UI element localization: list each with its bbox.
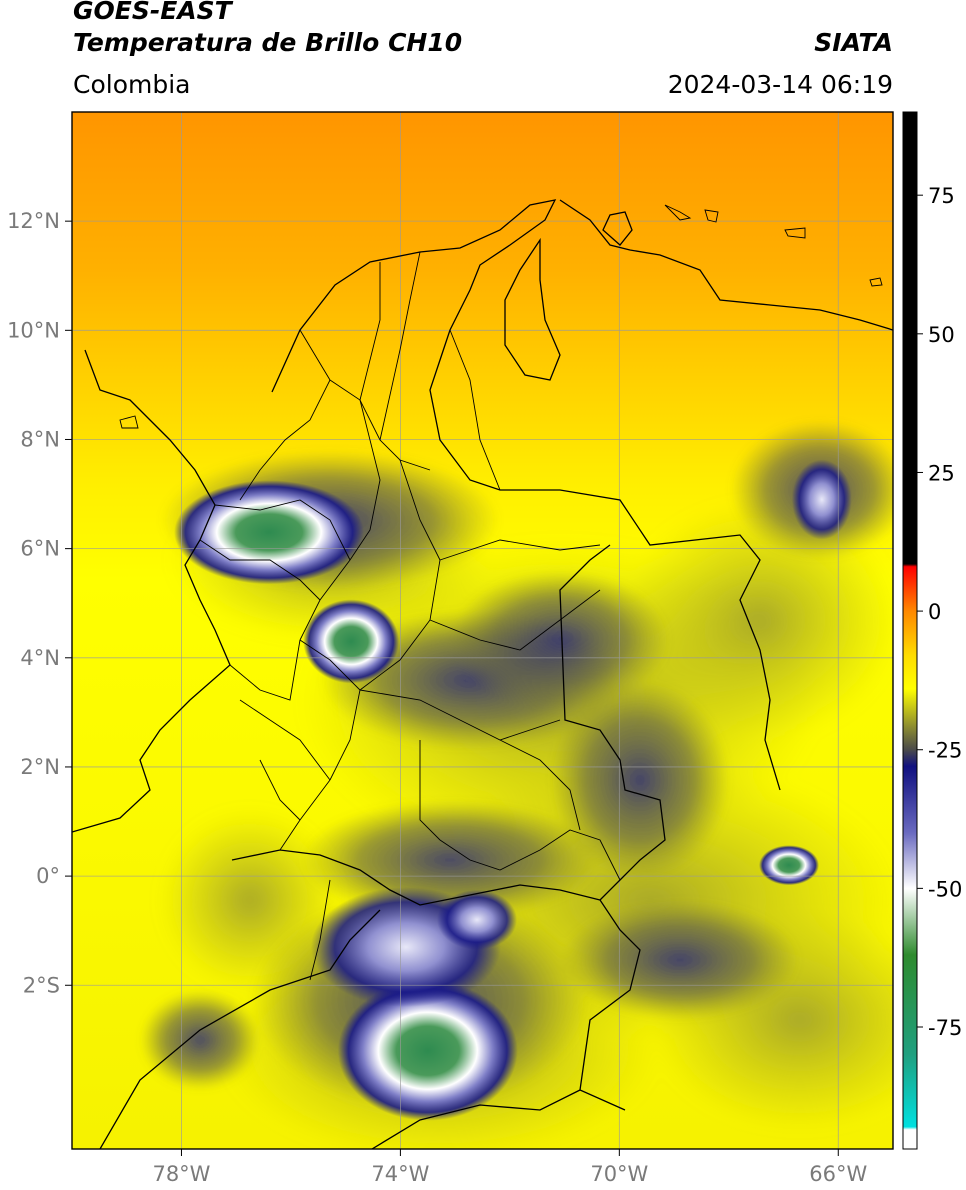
colorbar-tick-label: 0 [928,600,941,624]
colorbar: 75 50 25 0 -25 -50 -75 [902,111,962,1150]
lat-tick-label: 0° [36,864,60,888]
department-boundaries [199,251,621,981]
cold-cloud-clusters [174,459,852,1121]
satellite-image [72,112,893,1149]
lon-tick-label: 78°W [152,1162,210,1186]
cloud-cluster-putumayo [437,889,518,950]
cloud-cluster-antioquia-west [174,480,365,585]
region-label: Colombia [73,70,191,99]
lat-tick-label: 10°N [7,318,60,342]
lat-tick-label: 12°N [7,209,60,233]
colorbar-ticks: 75 50 25 0 -25 -50 -75 [917,184,962,1040]
title-line-2: Temperatura de Brillo CH10 [73,28,463,57]
gridlines [72,112,893,1149]
lat-tick-label: 6°N [20,537,60,561]
cloud-cluster-venezuela [791,459,852,540]
island-coastlines [119,204,883,429]
lat-tick-label: 2°S [23,973,60,997]
colorbar-tick-label: -75 [928,1016,962,1040]
country-boundaries [72,199,893,1149]
map-frame [71,111,894,1150]
colorbar-tick-label: 50 [928,323,955,347]
title-line-1: GOES-EAST [73,0,232,25]
cloud-cluster-amazon-south [337,980,518,1121]
colorbar-tick-label: -50 [928,877,962,901]
colorbar-frame [902,111,918,1150]
colorbar-tick-label: 75 [928,184,955,208]
lat-tick-label: 2°N [20,755,60,779]
colorbar-tick-label: 25 [928,461,955,485]
colorbar-tick-label: -25 [928,739,962,763]
lon-tick-label: 66°W [809,1162,867,1186]
cloud-cluster-central-andes [303,599,400,684]
lon-tick-label: 74°W [371,1162,429,1186]
lat-tick-label: 4°N [20,646,60,670]
brand-label: SIATA [814,28,893,57]
colorbar-gradient [903,112,917,1149]
cloud-cluster-east-border [759,845,820,886]
longitude-axis: 78°W 74°W 70°W 66°W [152,1149,867,1186]
timestamp-label: 2024-03-14 06:19 [667,70,893,99]
lat-tick-label: 8°N [20,427,60,451]
lon-tick-label: 70°W [590,1162,648,1186]
latitude-axis: 12°N 10°N 8°N 6°N 4°N 2°N 0° 2°S [7,209,72,997]
